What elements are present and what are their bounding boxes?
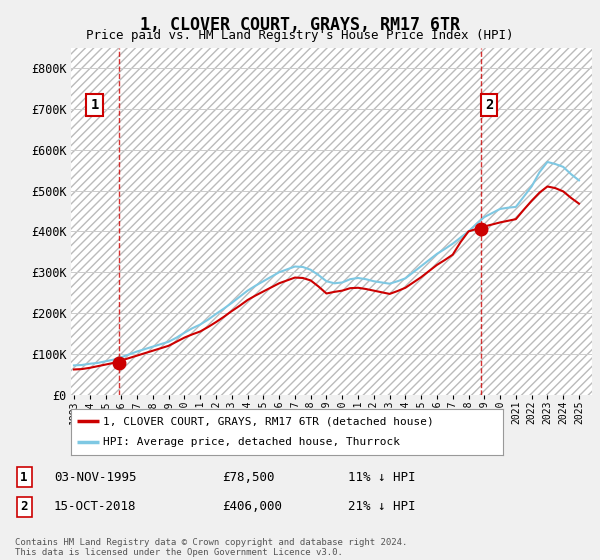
Text: 15-OCT-2018: 15-OCT-2018 — [54, 500, 137, 514]
Text: This data is licensed under the Open Government Licence v3.0.: This data is licensed under the Open Gov… — [15, 548, 343, 557]
Text: 1: 1 — [20, 470, 28, 484]
Text: 03-NOV-1995: 03-NOV-1995 — [54, 470, 137, 484]
Text: Contains HM Land Registry data © Crown copyright and database right 2024.: Contains HM Land Registry data © Crown c… — [15, 538, 407, 547]
Text: 2: 2 — [485, 98, 493, 112]
Text: HPI: Average price, detached house, Thurrock: HPI: Average price, detached house, Thur… — [103, 437, 400, 447]
Text: 1, CLOVER COURT, GRAYS, RM17 6TR (detached house): 1, CLOVER COURT, GRAYS, RM17 6TR (detach… — [103, 416, 434, 426]
Text: 2: 2 — [20, 500, 28, 514]
Text: 11% ↓ HPI: 11% ↓ HPI — [348, 470, 415, 484]
Text: £406,000: £406,000 — [222, 500, 282, 514]
Text: 21% ↓ HPI: 21% ↓ HPI — [348, 500, 415, 514]
Text: Price paid vs. HM Land Registry's House Price Index (HPI): Price paid vs. HM Land Registry's House … — [86, 29, 514, 42]
Text: 1: 1 — [90, 98, 98, 112]
Text: £78,500: £78,500 — [222, 470, 275, 484]
Text: 1, CLOVER COURT, GRAYS, RM17 6TR: 1, CLOVER COURT, GRAYS, RM17 6TR — [140, 16, 460, 34]
